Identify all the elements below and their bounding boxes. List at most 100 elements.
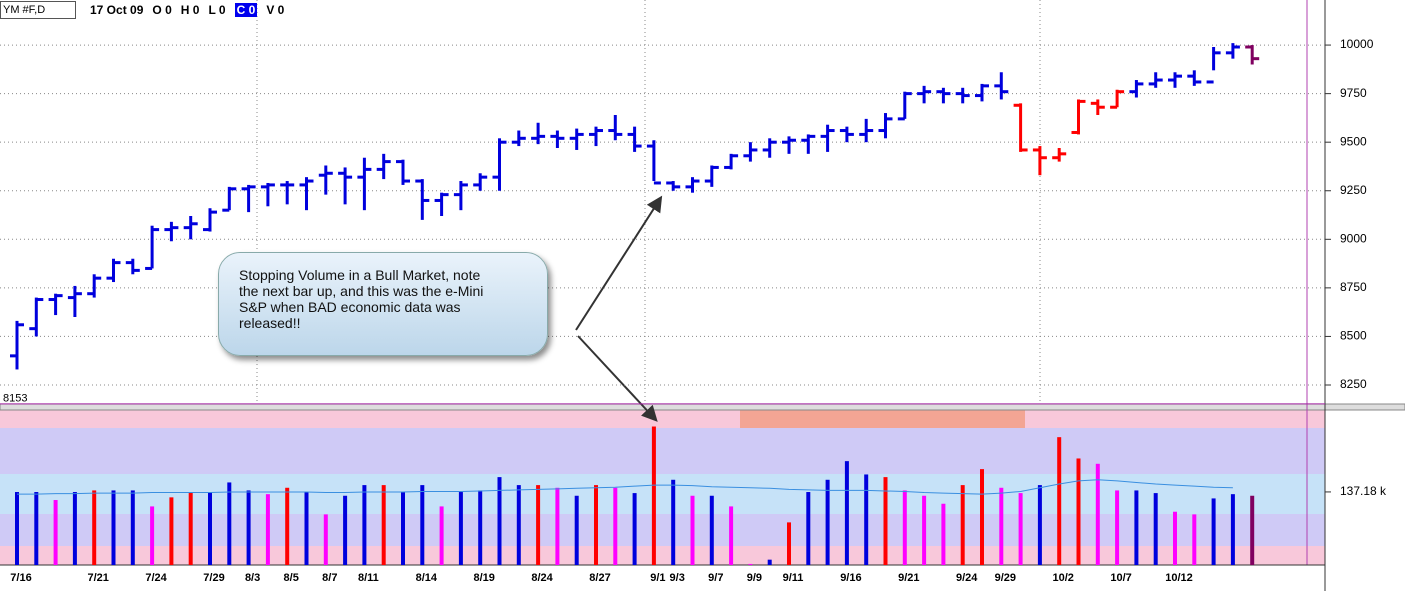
field-volume: V 0 [266,3,285,17]
x-tick-label: 8/7 [322,572,337,584]
volume-bar [323,514,328,565]
field-high: H 0 [180,3,200,17]
volume-bar [1057,437,1062,565]
x-tick-label: 10/7 [1110,572,1131,584]
y-tick-label: 137.18 k [1340,484,1387,498]
x-tick-label: 9/29 [995,572,1016,584]
x-tick-label: 8/11 [358,572,379,584]
volume-bar [825,479,830,565]
volume-bar [304,492,309,565]
header: YM #F,D 17 Oct 09 O 0 H 0 L 0 C 0 V 0 [0,0,284,20]
volume-bar [1250,495,1255,565]
volume-bar [1018,493,1023,565]
volume-bar [844,461,849,565]
field-low: L 0 [208,3,226,17]
volume-bar [188,492,193,565]
volume-bar [497,477,502,565]
volume-bar [651,426,656,565]
date: 17 Oct 09 [90,3,144,17]
y-tick-label: 8250 [1340,377,1367,391]
volume-bar [690,495,695,565]
y-tick-label: 9750 [1340,86,1367,100]
volume-bar [902,490,907,565]
volume-bar [1192,514,1197,565]
x-tick-label: 9/11 [783,572,804,584]
volume-bar [1095,463,1100,565]
volume-bar [1076,458,1081,565]
volume-bar [169,497,174,565]
y-tick-label: 9500 [1340,134,1367,148]
field-close: C 0 [234,3,258,17]
x-tick-label: 8/19 [473,572,494,584]
y-tick-label: 8500 [1340,329,1367,343]
volume-bar [767,559,772,565]
x-tick-label: 7/21 [87,572,108,584]
volume-bar [632,493,637,565]
volume-bar [92,490,97,565]
volume-bar [34,492,39,565]
volume-bar [671,479,676,565]
x-tick-label: 7/29 [203,572,224,584]
x-tick-label: 9/1 [650,572,665,584]
volume-bar [362,485,367,565]
x-tick-label: 7/16 [10,572,31,584]
x-tick-label: 9/21 [898,572,919,584]
volume-bar [1134,490,1139,565]
volume-bar [594,485,598,565]
volume-bar [883,477,888,565]
volume-bar [246,490,251,565]
volume-bar [381,485,386,565]
arrow [575,195,663,331]
y-tick-label: 9250 [1340,183,1367,197]
x-tick-label: 9/16 [840,572,861,584]
volume-bar [111,490,116,565]
volume-bar [787,522,791,565]
x-tick-label: 9/3 [670,572,685,584]
x-tick-label: 8/27 [589,572,610,584]
annotation-callout: Stopping Volume in a Bull Market, note t… [218,252,548,356]
y-tick-label: 9000 [1340,231,1367,245]
arrow [577,335,658,422]
volume-bar [748,563,753,565]
volume-bar [516,485,521,565]
volume-bar [980,469,984,565]
volume-bar [458,492,463,565]
volume-bar [401,492,405,565]
volume-bar [1211,498,1216,565]
x-tick-label: 8/14 [416,572,438,584]
volume-bar [999,487,1004,565]
x-tick-label: 9/24 [956,572,978,584]
volume-bar [960,485,965,565]
volume-bar [285,487,290,565]
volume-bar [574,495,579,565]
x-tick-label: 8/5 [284,572,299,584]
x-tick-label: 8/3 [245,572,260,584]
volume-bar [922,495,927,565]
volume-bar [806,492,811,565]
volume-bar [72,492,77,565]
symbol-box: YM #F,D [0,1,76,19]
volume-bar [343,495,348,565]
volume-bar [150,506,155,565]
volume-bar [227,482,232,565]
volume-bar [709,495,714,565]
volume-bar [420,485,425,565]
volume-bar [130,490,135,565]
volume-bar [941,503,946,565]
volume-bar [613,487,618,565]
volume-bar [729,506,734,565]
field-open: O 0 [152,3,172,17]
volume-bar [1037,485,1042,565]
volume-bar [1173,511,1177,565]
volume-bar [15,492,19,565]
x-tick-label: 8/24 [531,572,553,584]
volume-bar [536,485,541,565]
volume-bar [1115,490,1120,565]
volume-bar [864,474,869,565]
volume-bar [208,492,212,565]
level-label: 8153 [3,393,27,405]
volume-bar [265,494,270,565]
x-tick-label: 10/2 [1052,572,1073,584]
